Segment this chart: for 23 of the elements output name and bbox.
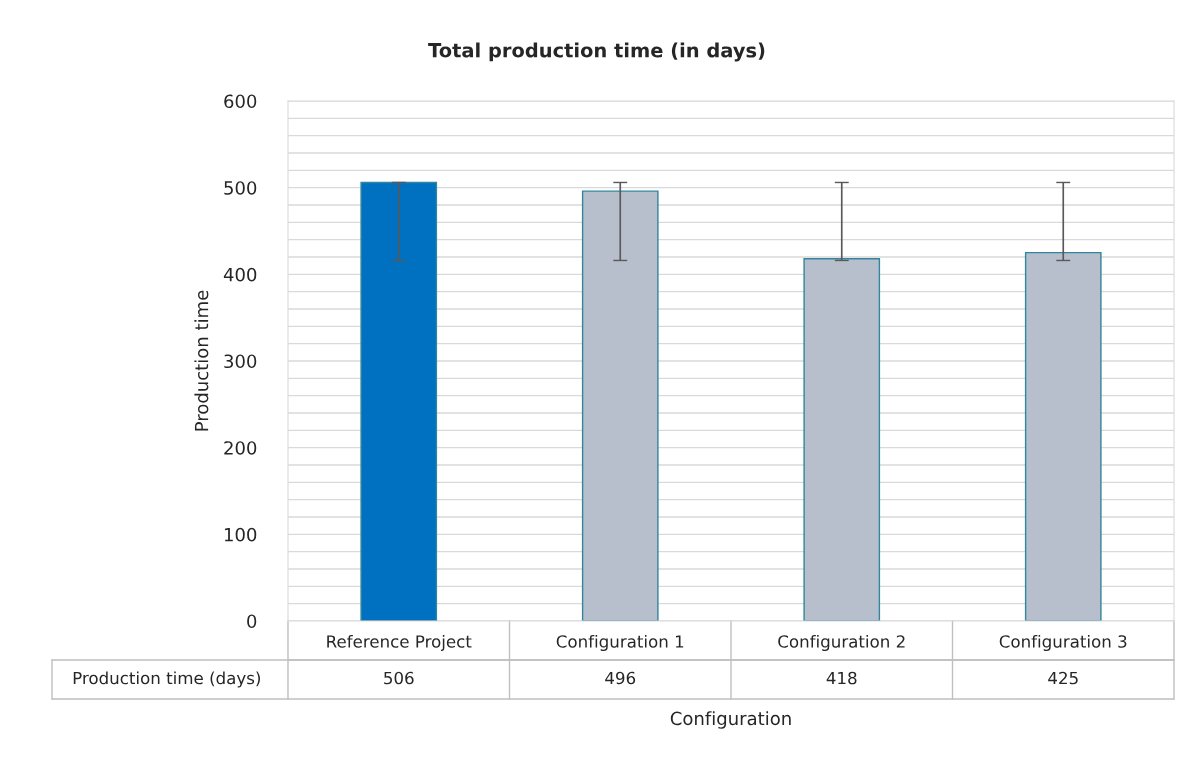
bar [1024,251,1102,621]
x-axis-title: Configuration [670,711,791,729]
x-tick-label: Reference Project [327,634,472,652]
bar [360,181,438,621]
chart-title: Total production time (in days) [428,42,765,62]
y-tick-label: 600 [224,94,257,109]
x-tick-label: Configuration 1 [556,634,684,652]
y-tick-label: 100 [224,527,257,542]
x-tick-label: Configuration 3 [999,634,1127,652]
data-label: 425 [1048,671,1078,685]
y-tick-label: 300 [224,354,257,369]
data-label: 496 [605,671,636,685]
y-axis-title: Production time [194,290,209,431]
legend-label: Production time (days) [73,671,260,688]
y-tick-label: 200 [224,441,257,455]
x-tick-label: Configuration 2 [778,634,905,652]
bar [581,190,659,621]
y-tick-label: 500 [224,181,257,195]
data-label: 418 [826,671,857,685]
y-tick-label: 400 [223,267,257,282]
data-label: 506 [384,671,414,685]
y-tick-label: 0 [247,614,257,629]
bar [803,258,881,621]
